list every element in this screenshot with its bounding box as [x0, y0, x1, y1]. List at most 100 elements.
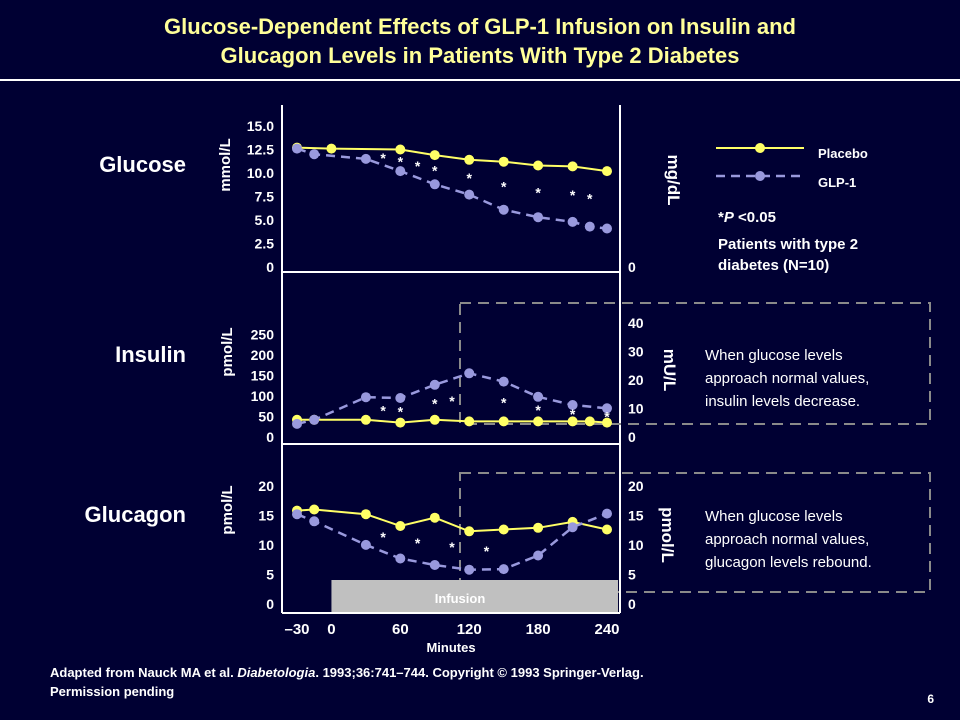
glucose-ytick-right: 0 [628, 259, 636, 275]
legend-significance-p: P [724, 209, 735, 226]
citation-line-1: Adapted from Nauck MA et al. Diabetologi… [50, 665, 644, 680]
glucose-significance-asterisk: * [415, 158, 421, 174]
glucose-glp1-point [429, 179, 440, 190]
insulin-glp1-point [567, 400, 578, 410]
glucose-glp1-line [296, 147, 608, 230]
glucose-ytick-left: 15.0 [247, 118, 274, 134]
insulin-ytick-right: 20 [628, 372, 644, 388]
insulin-placebo-point [429, 414, 440, 425]
glucagon-glp1-point [395, 553, 406, 564]
glucose-placebo-point [464, 154, 475, 165]
glucose-significance-asterisk: * [501, 179, 507, 195]
insulin-significance-asterisk: * [501, 394, 507, 410]
glucose-ytick-left: 7.5 [255, 189, 275, 205]
glucagon-glp1-point [309, 516, 320, 527]
legend-placebo-label: Placebo [818, 146, 868, 161]
glucose-ytick-left: 12.5 [247, 142, 274, 158]
insulin-ytick-left: 250 [251, 326, 275, 342]
insulin-placebo-point [567, 416, 578, 427]
glucagon-placebo-point [498, 524, 509, 535]
glucagon-ylabel-left: pmol/L [219, 485, 236, 534]
insulin-placebo-point [584, 416, 595, 427]
insulin-placebo-point [533, 416, 544, 427]
panel-name-insulin: Insulin [115, 342, 186, 367]
xtick-label: 120 [457, 621, 482, 638]
insulin-ytick-left: 100 [251, 388, 275, 404]
glucose-ytick-left: 5.0 [255, 212, 275, 228]
citation-line-2: Permission pending [50, 684, 174, 699]
insulin-glp1-point [498, 376, 509, 387]
glucose-glp1-point [567, 216, 578, 227]
citation-line-1-post: . 1993;36:741–744. Copyright © 1993 Spri… [315, 665, 643, 680]
insulin-glp1-point [429, 379, 440, 390]
insulin-significance-asterisk: * [380, 402, 386, 418]
xtick-label: 0 [327, 621, 335, 638]
glucagon-glp1-point [429, 560, 440, 570]
glucagon-placebo-point [309, 504, 320, 515]
glucose-glp1-point [602, 223, 612, 234]
glucagon-placebo-point [429, 512, 440, 523]
insulin-glp1-line [296, 372, 608, 426]
glucose-significance-asterisk: * [398, 153, 404, 169]
glucagon-placebo-point [602, 524, 612, 535]
glucose-glp1-point [464, 189, 475, 200]
insulin-glp1-point [395, 393, 406, 403]
glucagon-glp1-point [360, 539, 371, 550]
glucagon-significance-asterisk: * [415, 535, 421, 551]
insulin-significance-asterisk: * [449, 393, 455, 409]
insulin-placebo-point [360, 414, 371, 425]
insulin-ylabel-right: mU/L [660, 349, 679, 392]
glucose-placebo-point [395, 144, 406, 155]
insulin-placebo-line [297, 418, 608, 424]
glucose-placebo-point [498, 156, 509, 167]
glucose-significance-asterisk: * [535, 184, 541, 200]
glucose-significance-asterisk: * [466, 170, 472, 186]
glucose-glp1-point [533, 212, 544, 223]
glucose-ylabel-right: mg/dL [664, 155, 683, 206]
citation-journal: Diabetologia [237, 665, 315, 680]
glucagon-ytick-right: 20 [628, 478, 644, 494]
legend-patients-line-2: diabetes (N=10) [718, 257, 829, 274]
glucose-placebo-line [296, 146, 608, 173]
glucagon-ytick-left: 15 [258, 507, 274, 523]
glucose-placebo-point [326, 143, 337, 154]
insulin-placebo-point [498, 416, 509, 427]
panel-name-glucagon: Glucagon [85, 502, 186, 527]
glucose-significance-asterisk: * [570, 187, 576, 203]
xtick-label: –30 [284, 621, 309, 638]
glucose-significance-asterisk: * [587, 191, 593, 207]
glucagon-significance-asterisk: * [484, 543, 490, 559]
insulin-glp1-point [533, 391, 544, 402]
glucagon-glp1-point [498, 564, 509, 575]
insulin-callout-line-2: approach normal values, [705, 370, 869, 387]
glucose-placebo-point [602, 166, 612, 177]
glucagon-glp1-point [602, 508, 612, 519]
insulin-placebo-point [464, 416, 475, 427]
insulin-significance-asterisk: * [570, 406, 576, 422]
insulin-placebo-point [395, 417, 406, 428]
glucagon-ytick-left: 20 [258, 478, 274, 494]
legend-patients-line-1: Patients with type 2 [718, 236, 858, 253]
glucose-glp1-point [309, 149, 320, 160]
plot-frames [281, 105, 621, 614]
legend-glp1-label: GLP-1 [818, 175, 856, 190]
chart-marks: 02.55.07.510.012.515.0050100150200250***… [247, 118, 644, 638]
insulin-significance-asterisk: * [432, 395, 438, 411]
legend-glp1-marker [755, 171, 765, 181]
glucose-placebo-point [533, 160, 544, 171]
insulin-significance-asterisk: * [604, 408, 610, 424]
glucose-ytick-left: 0 [266, 259, 274, 275]
page-number: 6 [927, 692, 934, 706]
glucagon-callout-box [459, 472, 931, 593]
glucagon-ytick-left: 10 [258, 537, 274, 553]
legend-significance-value: <0.05 [734, 209, 776, 226]
glucose-glp1-point [498, 204, 509, 215]
insulin-ytick-left: 50 [258, 408, 274, 424]
legend: Placebo GLP-1 *P <0.05 Patients with typ… [716, 143, 868, 274]
glucose-ylabel-left: mmol/L [217, 138, 234, 191]
glucagon-ytick-right: 10 [628, 537, 644, 553]
insulin-callout-box [459, 302, 931, 425]
legend-significance-star: * [718, 209, 724, 226]
